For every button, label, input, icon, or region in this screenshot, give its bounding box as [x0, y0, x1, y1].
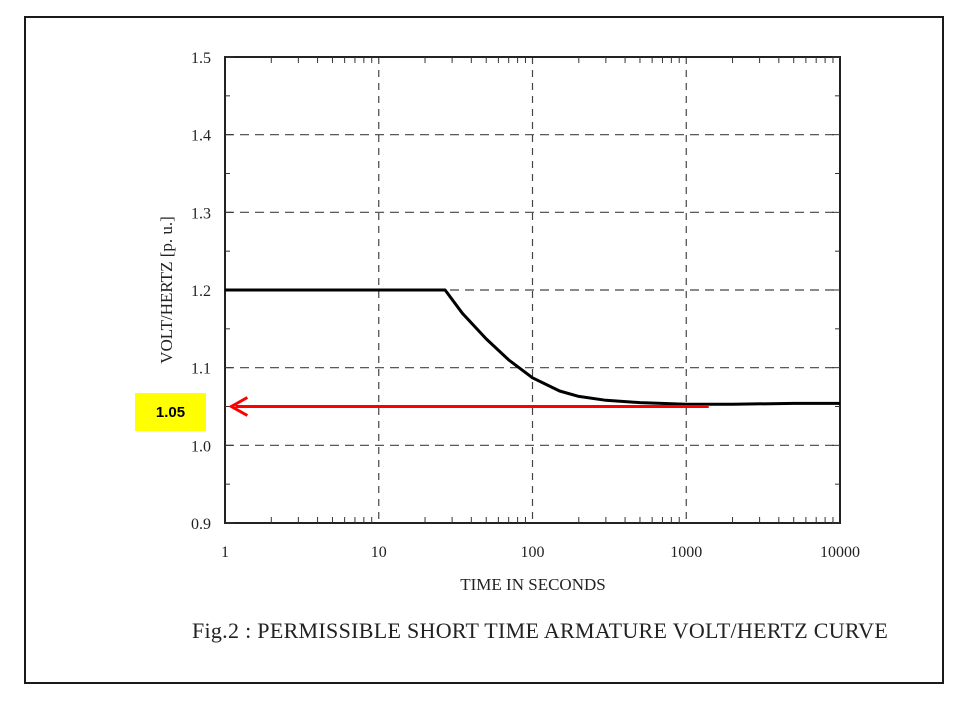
x-tick-label: 100	[521, 544, 545, 561]
annotation-label: 1.05	[135, 393, 206, 431]
figure-caption: Fig.2 : PERMISSIBLE SHORT TIME ARMATURE …	[0, 618, 960, 644]
x-axis-label: TIME IN SECONDS	[460, 575, 605, 594]
x-tick-label: 1	[221, 544, 229, 561]
y-tick-label: 1.3	[191, 205, 211, 222]
arrow-head	[228, 396, 249, 417]
y-tick-labels: 0.9 1.0 1.1 1.2 1.3 1.4 1.5	[191, 50, 211, 533]
x-tick-labels: 1 10 100 1000 10000	[221, 544, 860, 561]
figure-caption-text: Fig.2 : PERMISSIBLE SHORT TIME ARMATURE …	[191, 618, 889, 643]
y-tick-label: 0.9	[191, 516, 211, 533]
y-tick-label: 1.2	[191, 283, 211, 300]
x-tick-label: 1000	[670, 544, 702, 561]
x-tick-label: 10000	[820, 544, 860, 561]
y-tick-label: 1.0	[191, 438, 211, 455]
y-axis-label: VOLT/HERTZ [p. u.]	[157, 216, 176, 364]
grid-lines	[225, 57, 840, 523]
y-tick-label: 1.5	[191, 50, 211, 67]
series-line	[225, 288, 840, 406]
tick-marks	[225, 56, 840, 524]
y-tick-label: 1.4	[191, 128, 211, 145]
figure-frame	[24, 16, 944, 684]
annotation-arrow	[228, 396, 709, 417]
x-tick-label: 10	[371, 544, 387, 561]
y-tick-label: 1.1	[191, 361, 211, 378]
